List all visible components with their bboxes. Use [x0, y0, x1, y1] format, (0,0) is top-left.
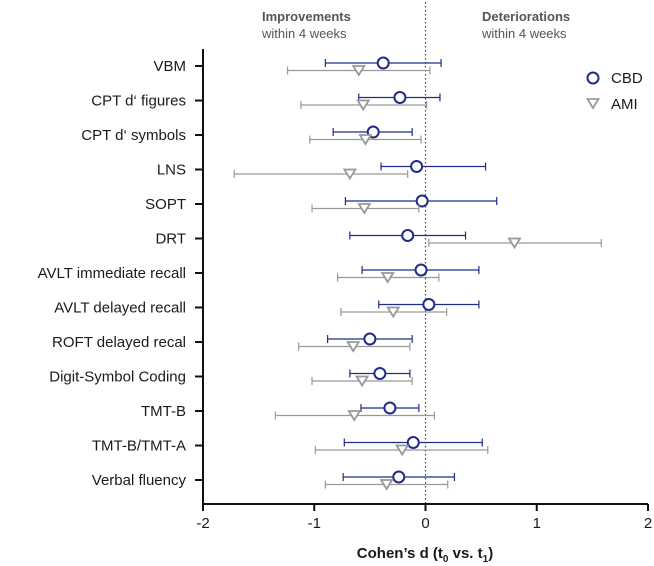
- cbd-point: [363, 332, 377, 346]
- legend: CBD AMI: [585, 70, 643, 113]
- ami-point: [354, 375, 370, 388]
- cbd-point: [373, 367, 387, 380]
- category-label: CPT d‘ figures: [91, 93, 186, 110]
- cbd-point: [414, 263, 428, 277]
- category-label: TMT-B: [141, 403, 186, 420]
- plot-area: -2 -1 0 1 2 VBM CPT d‘ figures CPT d‘ symbols LN…: [38, 2, 652, 532]
- category-label: AVLT delayed recall: [54, 300, 186, 317]
- ami-point: [346, 341, 361, 353]
- cbd-point: [383, 401, 397, 415]
- category-label: Digit-Symbol Coding: [49, 369, 186, 386]
- ami-point: [386, 306, 401, 319]
- ami-point: [358, 134, 373, 146]
- x-axis-label: Cohen’s d (t0 vs. t1): [357, 545, 493, 565]
- legend-cbd-label: CBD: [611, 70, 643, 87]
- cbd-point: [392, 470, 406, 484]
- ami-point: [379, 479, 394, 491]
- cbd-point: [422, 298, 436, 311]
- ami-point: [351, 65, 366, 77]
- category-label: LNS: [157, 162, 186, 179]
- ami-point: [347, 410, 362, 422]
- ami-point: [507, 237, 522, 250]
- ami-point: [357, 203, 372, 215]
- legend-cbd-marker: [586, 71, 600, 85]
- annotation-improvements-subtitle: within 4 weeks: [261, 26, 347, 41]
- x-tick-label: 2: [644, 515, 652, 532]
- category-label: DRT: [155, 231, 186, 248]
- annotation-deteriorations-subtitle: within 4 weeks: [481, 26, 567, 41]
- category-label: ROFT delayed recal: [52, 334, 186, 351]
- category-label: SOPT: [145, 196, 186, 213]
- annotation-improvements-title: Improvements: [262, 9, 351, 24]
- cbd-point: [415, 194, 429, 208]
- cbd-point: [406, 436, 420, 449]
- cbd-point: [393, 91, 407, 104]
- x-tick-label: -1: [308, 515, 321, 532]
- category-label: AVLT immediate recall: [38, 265, 186, 282]
- ami-point: [356, 99, 371, 112]
- legend-ami-marker: [585, 98, 601, 110]
- legend-ami-label: AMI: [611, 96, 638, 113]
- cbd-point: [410, 160, 424, 173]
- cbd-point: [376, 56, 390, 70]
- category-label: Verbal fluency: [92, 472, 187, 489]
- ami-point: [395, 444, 410, 457]
- annotation-deteriorations-title: Deteriorations: [482, 9, 570, 24]
- x-tick-label: 0: [421, 515, 429, 532]
- cbd-point: [401, 229, 415, 242]
- ami-point: [380, 272, 395, 284]
- x-tick-label: 1: [533, 515, 541, 532]
- x-tick-label: -2: [196, 515, 209, 532]
- category-label: CPT d‘ symbols: [81, 127, 186, 144]
- category-label: VBM: [153, 58, 186, 75]
- category-label: TMT-B/TMT-A: [92, 438, 186, 455]
- ami-point: [342, 168, 357, 181]
